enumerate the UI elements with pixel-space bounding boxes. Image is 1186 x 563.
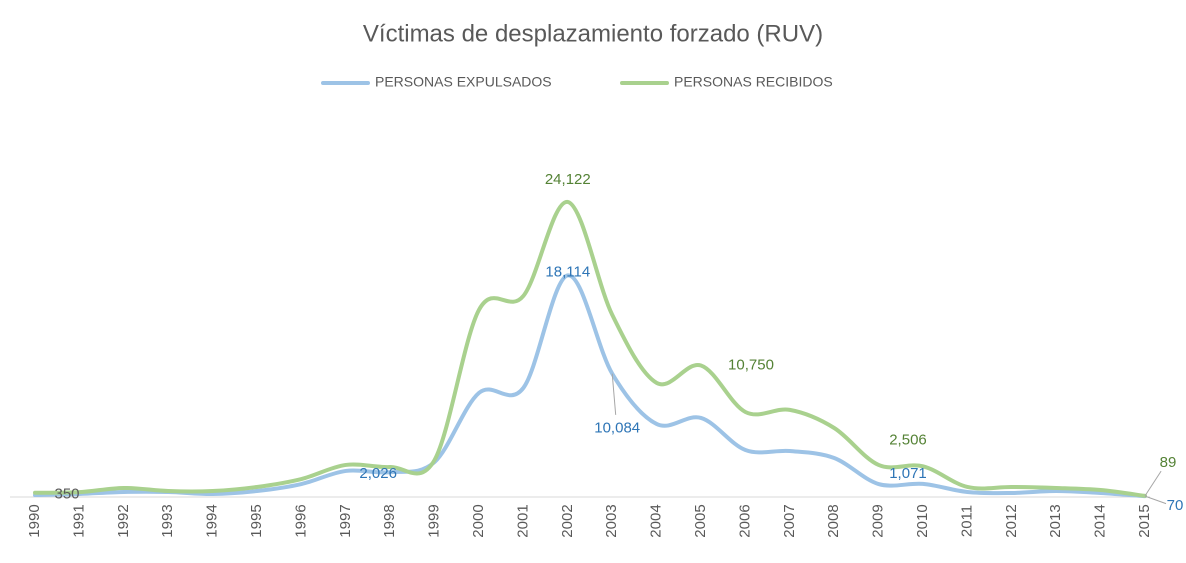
x-tick-label: 2013 [1047, 504, 1064, 537]
x-tick-label: 1998 [381, 504, 398, 537]
legend-label: PERSONAS RECIBIDOS [674, 74, 833, 90]
x-tick-label: 1994 [204, 504, 221, 537]
series-line [33, 199, 1147, 498]
x-tick-label: 1995 [248, 504, 265, 537]
series-line [33, 273, 1147, 499]
x-tick-label: 2012 [1003, 504, 1020, 537]
x-tick-label: 2005 [692, 504, 709, 537]
x-tick-label: 1992 [115, 504, 132, 537]
x-tick-label: 2008 [825, 504, 842, 537]
chart-title: Víctimas de desplazamiento forzado (RUV) [363, 20, 823, 47]
x-tick-label: 2009 [870, 504, 887, 537]
x-tick-label: 2015 [1136, 504, 1153, 537]
leader-line [1144, 495, 1167, 505]
x-tick-label: 2002 [559, 504, 576, 537]
x-tick-label: 2007 [781, 504, 798, 537]
data-label: 24,122 [545, 171, 591, 188]
data-label: 18,114 [545, 263, 590, 280]
data-label: 2,026 [359, 465, 397, 482]
data-label: 89 [1160, 454, 1177, 471]
legend-label: PERSONAS EXPULSADOS [375, 74, 552, 90]
x-tick-label: 1999 [426, 504, 443, 537]
x-tick-label: 2006 [736, 504, 753, 537]
x-tick-label: 2003 [603, 504, 620, 537]
data-label: 2,506 [889, 431, 927, 448]
data-label: 70 [1167, 497, 1184, 514]
x-tick-label: 1990 [26, 504, 43, 537]
x-tick-label: 1993 [159, 504, 176, 537]
x-tick-label: 1996 [292, 504, 309, 537]
x-tick-label: 2010 [914, 504, 931, 537]
data-label: 350 [54, 486, 79, 503]
data-label: 10,750 [728, 356, 774, 373]
leader-line [1144, 470, 1162, 497]
leader-line [611, 373, 617, 415]
x-tick-label: 1997 [337, 504, 354, 537]
x-tick-label: 2000 [470, 504, 487, 537]
x-tick-label: 2014 [1092, 504, 1109, 537]
data-label: 1,071 [889, 465, 927, 482]
x-tick-label: 1991 [70, 504, 87, 537]
data-label: 10,084 [594, 420, 640, 437]
x-tick-label: 2004 [648, 504, 665, 537]
x-tick-label: 2001 [514, 504, 531, 537]
x-tick-label: 2011 [958, 505, 975, 537]
